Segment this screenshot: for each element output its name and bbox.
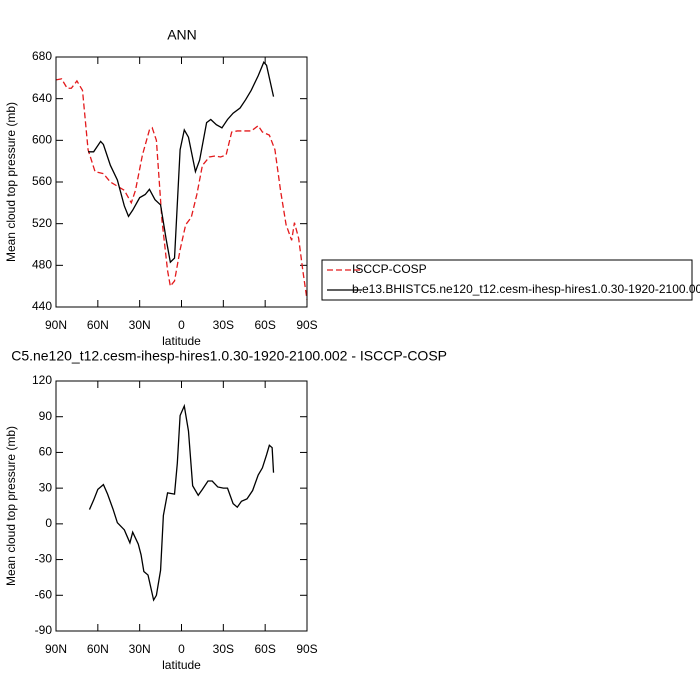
y-tick-label: 90 [39, 409, 53, 423]
y-tick-label: 30 [39, 480, 53, 494]
line-series [88, 61, 275, 264]
y-tick-label: -30 [35, 552, 53, 566]
y-tick-label: 120 [32, 373, 52, 387]
x-axis-label: latitude [162, 334, 201, 348]
y-tick-label: 680 [32, 49, 52, 63]
legend-label: ISCCP-COSP [352, 262, 427, 276]
y-tick-label: -90 [35, 623, 53, 637]
x-tick-label: 30S [213, 318, 234, 332]
x-tick-label: 0 [178, 642, 185, 656]
x-tick-label: 60N [87, 642, 109, 656]
x-tick-label: 60S [254, 642, 275, 656]
y-tick-label: 440 [32, 299, 52, 313]
x-axis-label: latitude [162, 658, 201, 672]
x-tick-label: 90N [45, 318, 67, 332]
legend-label: b.e13.BHISTC5.ne120_t12.cesm-ihesp-hires… [352, 282, 700, 296]
x-tick-label: 90N [45, 642, 67, 656]
chart-title: C5.ne120_t12.cesm-ihesp-hires1.0.30-1920… [11, 348, 447, 364]
x-tick-label: 90S [296, 318, 317, 332]
y-tick-label: 560 [32, 174, 52, 188]
plot-frame [55, 380, 308, 632]
y-axis-label: Mean cloud top pressure (mb) [4, 102, 18, 262]
x-tick-label: 0 [178, 318, 185, 332]
y-tick-label: 0 [45, 516, 52, 530]
chart-title: ANN [167, 27, 197, 43]
y-tick-label: 640 [32, 91, 52, 105]
x-tick-label: 30S [213, 642, 234, 656]
line-series [88, 403, 275, 602]
x-tick-label: 30N [129, 318, 151, 332]
y-tick-label: 480 [32, 258, 52, 272]
plot-frame [55, 56, 308, 308]
y-tick-label: 60 [39, 445, 53, 459]
y-tick-label: -60 [35, 587, 53, 601]
x-tick-label: 60N [87, 318, 109, 332]
x-tick-label: 60S [254, 318, 275, 332]
y-axis-label: Mean cloud top pressure (mb) [4, 426, 18, 586]
line-series [55, 78, 308, 300]
x-tick-label: 30N [129, 642, 151, 656]
x-tick-label: 90S [296, 642, 317, 656]
y-tick-label: 600 [32, 133, 52, 147]
y-tick-label: 520 [32, 216, 52, 230]
legend-box [321, 259, 693, 301]
